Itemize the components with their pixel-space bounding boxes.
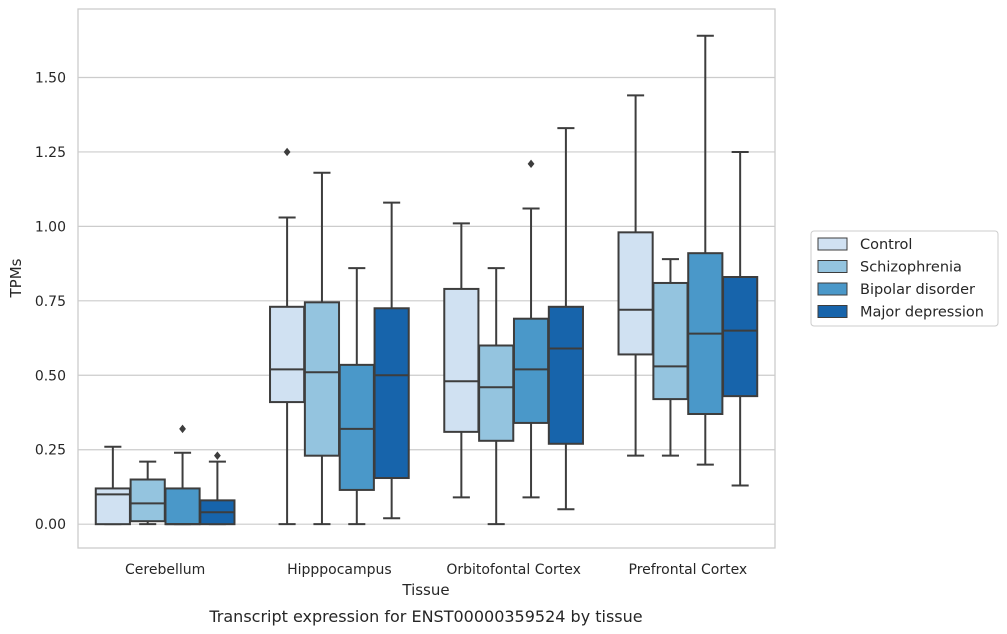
y-tick-label: 1.00: [35, 219, 66, 235]
y-tick-label: 0.75: [35, 294, 66, 310]
plot-frame: [77, 8, 776, 549]
box-body: [617, 231, 654, 356]
legend-label-schizophrenia: Schizophrenia: [860, 260, 962, 276]
box-body: [338, 363, 375, 491]
legend-label-major-depression: Major depression: [860, 305, 984, 321]
legend-swatch-schizophrenia: [817, 260, 848, 273]
outlier-point: [527, 159, 535, 169]
box-body: [269, 305, 306, 404]
box-body: [129, 478, 166, 523]
x-tick-label-hipppocampus: Hipppocampus: [287, 562, 392, 578]
box-cerebellum-schizophrenia: [129, 460, 166, 526]
box-body: [303, 301, 341, 457]
y-axis-label: TPMs: [7, 258, 25, 298]
box-groups: [94, 34, 759, 526]
x-tick-label-orbitofontal-cortex: Orbitofontal Cortex: [446, 562, 581, 578]
box-prefrontal-cortex-control: [617, 94, 654, 457]
legend-label-bipolar-disorder: Bipolar disorder: [860, 282, 975, 298]
box-prefrontal-cortex-major-depression: [722, 150, 759, 487]
y-tick-label: 0.50: [35, 368, 66, 384]
y-tick-label: 0.25: [35, 443, 66, 459]
legend-swatch-control: [817, 237, 848, 251]
box-body: [722, 276, 759, 398]
box-cerebellum-major-depression: [199, 451, 236, 526]
box-body: [547, 305, 584, 445]
box-orbitofontal-cortex-schizophrenia: [478, 267, 515, 526]
x-tick-label-prefrontal-cortex: Prefrontal Cortex: [629, 562, 748, 578]
y-tick-label: 1.25: [35, 145, 66, 161]
chart-caption: Transcript expression for ENST0000035952…: [208, 607, 642, 626]
box-body: [512, 317, 550, 424]
box-hipppocampus-schizophrenia: [303, 171, 341, 526]
y-tick-label: 1.50: [35, 70, 66, 86]
legend-label-control: Control: [860, 237, 912, 253]
y-tick-labels: 0.00 0.25 0.50 0.75 1.00 1.25 1.50: [35, 70, 66, 533]
x-axis-label: Tissue: [401, 581, 449, 599]
box-hipppocampus-bipolar-disorder: [338, 267, 375, 526]
outlier-point: [283, 147, 291, 157]
box-orbitofontal-cortex-major-depression: [547, 127, 584, 511]
box-hipppocampus-major-depression: [373, 201, 410, 520]
legend-swatch-bipolar-disorder: [817, 282, 848, 296]
y-tick-label: 0.00: [35, 517, 66, 533]
legend: Control Schizophrenia Bipolar disorder Majo…: [810, 230, 999, 327]
outlier-point: [179, 424, 186, 434]
box-body: [652, 281, 689, 401]
box-cerebellum-bipolar-disorder: [164, 424, 201, 526]
legend-frame: [810, 230, 999, 327]
box-body: [478, 344, 515, 442]
box-orbitofontal-cortex-bipolar-disorder: [512, 159, 550, 499]
x-tick-labels: Cerebellum Hipppocampus Orbitofontal Corte…: [125, 562, 747, 578]
box-hipppocampus-control: [269, 147, 306, 526]
box-body: [164, 487, 201, 526]
box-orbitofontal-cortex-control: [443, 222, 480, 499]
box-body: [443, 287, 480, 433]
outlier-point: [214, 451, 221, 460]
box-prefrontal-cortex-schizophrenia: [652, 258, 689, 457]
box-cerebellum-control: [94, 445, 131, 526]
box-body: [373, 307, 410, 480]
legend-swatch-major-depression: [817, 305, 848, 318]
x-tick-label-cerebellum: Cerebellum: [125, 562, 205, 578]
